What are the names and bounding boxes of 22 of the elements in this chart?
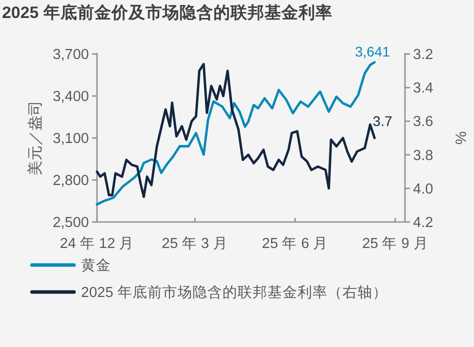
y2-tick-label: 4.0 xyxy=(413,181,434,198)
y-tick-label: 2,800 xyxy=(52,173,89,189)
legend-label: 2025 年底前市场隐含的联邦基金利率（右轴） xyxy=(81,284,388,301)
data-label: 3,641 xyxy=(355,43,390,60)
y2-tick-label: 3.2 xyxy=(413,47,434,63)
data-label: 3.7 xyxy=(372,113,392,129)
chart-title: 2025 年底前金价及市场隐含的联邦基金利率 xyxy=(2,3,332,22)
x-tick-label: 25 年 6 月 xyxy=(262,235,328,252)
y-tick-label: 2,500 xyxy=(52,215,89,231)
y-axis-title: 美元／盎司 xyxy=(27,100,44,176)
y2-axis-title: % xyxy=(453,131,470,145)
y2-tick-label: 3.4 xyxy=(413,80,434,97)
x-tick-label: 25 年 3 月 xyxy=(162,235,228,252)
y2-tick-label: 3.8 xyxy=(413,148,434,164)
y2-tick-label: 4.2 xyxy=(413,215,434,231)
y2-tick-label: 3.6 xyxy=(413,114,434,130)
y-tick-label: 3,100 xyxy=(52,131,89,147)
x-tick-label: 25 年 9 月 xyxy=(362,235,428,252)
y-tick-label: 3,700 xyxy=(52,47,89,63)
x-tick-label: 24 年 12 月 xyxy=(60,235,134,252)
legend-label: 黄金 xyxy=(81,257,111,274)
y-tick-label: 3,400 xyxy=(52,89,89,105)
